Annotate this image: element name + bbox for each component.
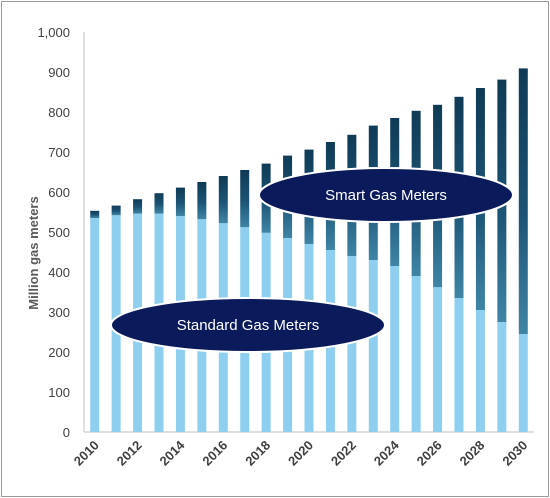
y-tick-label: 100 — [48, 385, 70, 400]
bar-standard-2010 — [90, 218, 100, 432]
y-tick-label: 700 — [48, 145, 70, 160]
y-axis-label: Million gas meters — [26, 196, 41, 309]
bar-standard-2029 — [497, 322, 507, 432]
bar-smart-2013 — [154, 193, 164, 214]
callout-smart-ellipse — [258, 167, 514, 223]
y-tick-label: 300 — [48, 305, 70, 320]
x-tick-label: 2026 — [414, 438, 445, 469]
callout-smart: Smart Gas Meters — [258, 167, 514, 223]
x-tick-label: 2016 — [199, 438, 230, 469]
y-tick-label: 500 — [48, 225, 70, 240]
bar-standard-2028 — [475, 310, 485, 432]
x-tick-labels: 2010 2012 2014 2016 2018 2020 2022 2024 2026 2028… — [71, 437, 531, 469]
bar-standard-2022 — [347, 256, 357, 432]
bar-smart-2016 — [218, 176, 228, 224]
callout-smart-label: Smart Gas Meters — [325, 187, 447, 204]
bar-smart-2012 — [133, 199, 143, 214]
x-tick-label: 2018 — [242, 438, 273, 469]
callout-standard: Standard Gas Meters — [110, 297, 386, 353]
x-tick-label: 2010 — [71, 438, 102, 469]
x-tick-label: 2020 — [285, 438, 316, 469]
y-tick-label: 1,000 — [37, 25, 70, 40]
x-tick-label: 2014 — [156, 437, 188, 469]
bar-standard-2027 — [454, 298, 464, 432]
y-tick-label: 400 — [48, 265, 70, 280]
bar-smart-2017 — [240, 170, 250, 228]
bar-standard-2030 — [518, 334, 528, 432]
bar-smart-2015 — [197, 182, 207, 220]
y-tick-label: 0 — [63, 425, 70, 440]
callout-standard-ellipse — [110, 297, 386, 353]
x-tick-label: 2030 — [499, 438, 530, 469]
x-tick-label: 2028 — [456, 438, 487, 469]
y-tick-label: 800 — [48, 105, 70, 120]
x-tick-label: 2012 — [114, 438, 145, 469]
bar-standard-2026 — [433, 287, 443, 432]
x-tick-label: 2024 — [371, 437, 403, 469]
bar-smart-2014 — [175, 187, 185, 216]
bar-smart-2010 — [90, 210, 100, 218]
y-tick-label: 900 — [48, 65, 70, 80]
bar-smart-2011 — [111, 205, 121, 216]
bars — [90, 68, 528, 432]
bar-standard-2024 — [390, 266, 400, 432]
bar-standard-2025 — [411, 276, 421, 432]
x-tick-label: 2022 — [328, 438, 359, 469]
callout-standard-label: Standard Gas Meters — [177, 317, 320, 334]
bar-standard-2023 — [368, 260, 378, 432]
y-tick-labels: 0 100 200 300 400 500 600 700 800 900 1,000 — [37, 25, 70, 440]
y-tick-label: 200 — [48, 345, 70, 360]
bar-smart-2030 — [518, 68, 528, 335]
y-tick-label: 600 — [48, 185, 70, 200]
